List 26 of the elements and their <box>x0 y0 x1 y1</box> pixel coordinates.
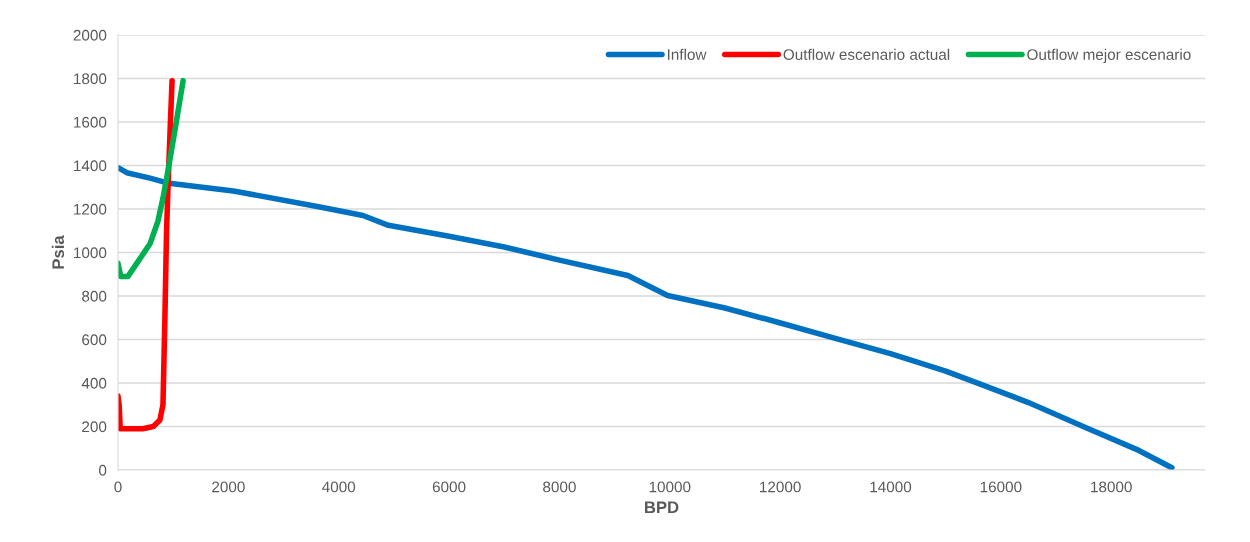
x-tick-label: 10000 <box>649 481 691 493</box>
x-tick-label: 4000 <box>322 481 356 493</box>
y-tick-label: 800 <box>82 290 107 302</box>
x-tick-label: 16000 <box>980 481 1022 493</box>
legend-label: Outflow mejor escenario <box>1027 48 1191 63</box>
x-tick-label: 8000 <box>543 481 576 493</box>
y-tick-label: 1600 <box>74 116 107 128</box>
x-tick-label: 0 <box>114 481 122 493</box>
y-tick-label: 0 <box>98 464 107 476</box>
y-axis-title: Psia <box>51 235 65 269</box>
y-tick-label: 600 <box>82 334 107 346</box>
legend-label: Inflow <box>667 48 707 60</box>
y-tick-label: 2000 <box>73 29 107 41</box>
x-tick-label: 18000 <box>1091 481 1132 493</box>
y-tick-label: 1400 <box>74 160 107 172</box>
x-tick-label: 12000 <box>760 481 801 493</box>
y-tick-label: 1800 <box>74 73 107 85</box>
y-tick-label: 1000 <box>74 247 107 259</box>
x-axis-title: BPD <box>645 501 679 513</box>
y-tick-label: 1200 <box>74 203 107 215</box>
y-tick-label: 200 <box>82 421 107 433</box>
y-tick-label: 400 <box>81 377 107 389</box>
x-tick-label: 14000 <box>870 481 912 493</box>
x-tick-label: 6000 <box>432 481 466 493</box>
legend-label: Outflow escenario actual <box>783 48 950 60</box>
x-tick-label: 2000 <box>212 481 245 493</box>
